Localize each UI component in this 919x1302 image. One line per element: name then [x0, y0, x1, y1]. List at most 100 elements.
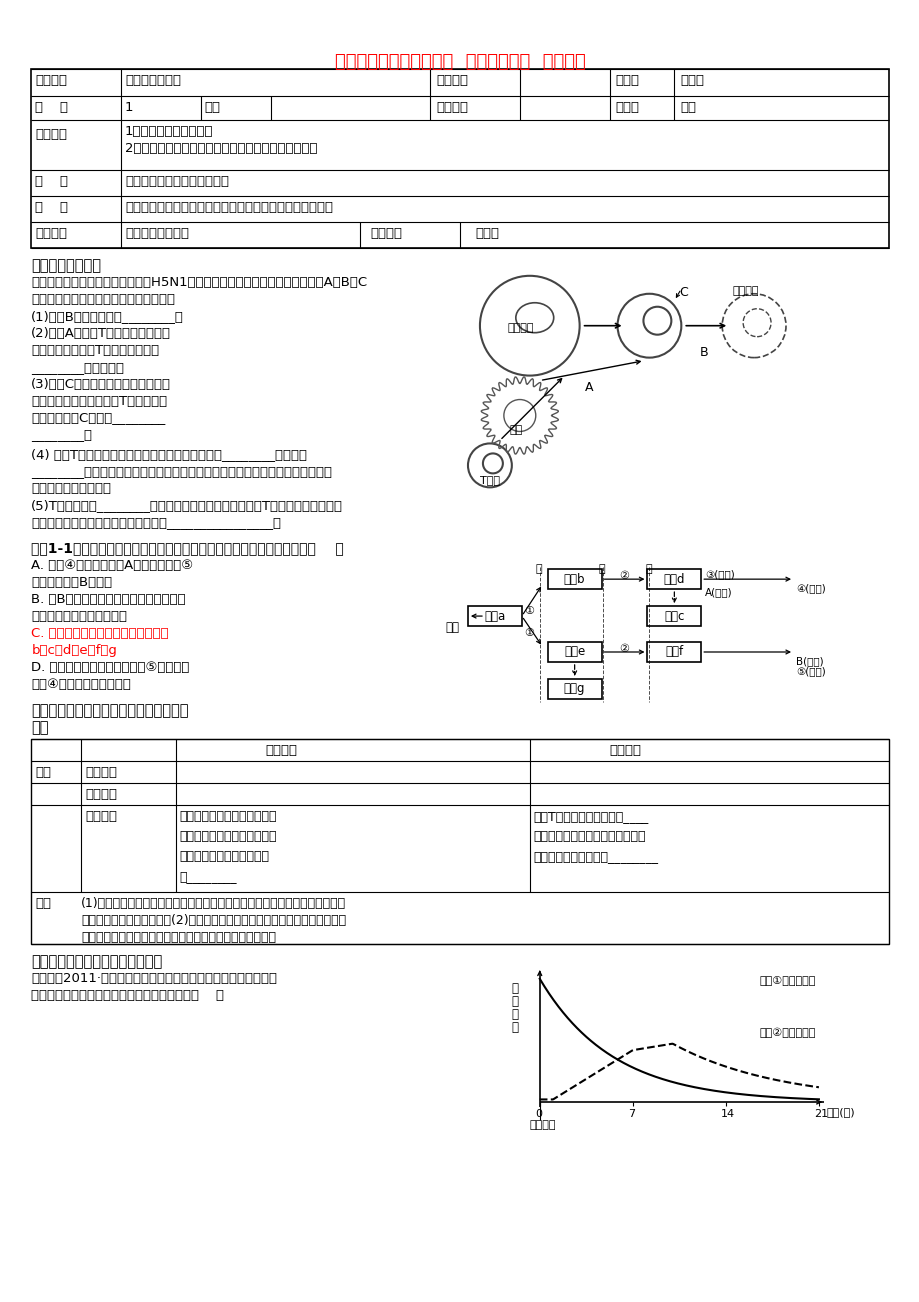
Text: 破坏宿主细胞的能力。: 破坏宿主细胞的能力。 [31, 482, 111, 495]
Text: 内质网、高尔基体、线粒体: 内质网、高尔基体、线粒体 [31, 611, 127, 624]
Text: 理解免疫系统的防卫功能。分析体液免疫和细胞免疫的过程: 理解免疫系统的防卫功能。分析体液免疫和细胞免疫的过程 [125, 201, 333, 214]
Text: 或________: 或________ [179, 870, 237, 883]
Text: 刘宏: 刘宏 [679, 102, 696, 115]
Text: 14: 14 [720, 1109, 734, 1118]
Text: 作用对象: 作用对象 [85, 766, 117, 779]
Text: 胞的黏附，使病菌或病毒失去: 胞的黏附，使病菌或病毒失去 [179, 829, 277, 842]
Text: D. 病毒入侵人体时往往先通过⑤免疫，再: D. 病毒入侵人体时往往先通过⑤免疫，再 [31, 661, 189, 674]
Text: 联系: 联系 [31, 720, 49, 734]
Text: ①: ① [523, 628, 533, 638]
Text: 抗原: 抗原 [445, 621, 459, 634]
Text: 0: 0 [534, 1109, 541, 1118]
Text: 抑制病菌的繁殖或是对宿主细: 抑制病菌的繁殖或是对宿主细 [179, 810, 277, 823]
FancyBboxPatch shape [647, 607, 700, 626]
Text: ①: ① [523, 607, 533, 616]
Text: ________。: ________。 [31, 428, 92, 441]
Text: 审核人: 审核人 [615, 102, 639, 115]
Text: ③(作用): ③(作用) [705, 569, 734, 579]
Text: 过细胞免疫予以彻底消灭；(2)细胞免疫作用使靶细胞裂解、死亡，抗原暴露，: 过细胞免疫予以彻底消灭；(2)细胞免疫作用使靶细胞裂解、死亡，抗原暴露， [81, 914, 346, 927]
Text: 例二、（2011·杭州期中质检）如图中的曲线显示了两种使人体获: 例二、（2011·杭州期中质检）如图中的曲线显示了两种使人体获 [31, 973, 277, 986]
Text: ________调节机制。: ________调节机制。 [31, 361, 124, 374]
FancyBboxPatch shape [647, 642, 700, 661]
Circle shape [482, 453, 503, 474]
FancyBboxPatch shape [547, 642, 601, 661]
Text: B(物质): B(物质) [795, 656, 823, 667]
Text: 教学方法: 教学方法 [35, 227, 67, 240]
Text: 细胞b: 细胞b [563, 573, 584, 586]
Text: 复习课: 复习课 [474, 227, 498, 240]
Bar [31, 738, 888, 944]
Text: 一: 一 [535, 564, 542, 574]
Text: 三: 三 [645, 564, 652, 574]
Text: 使用时间: 使用时间 [436, 102, 468, 115]
Text: 体液免疫: 体液免疫 [266, 743, 297, 756]
Ellipse shape [516, 303, 553, 333]
Text: A. 图中④为细胞免疫，A为淋巴因子；⑤: A. 图中④为细胞免疫，A为淋巴因子；⑤ [31, 559, 193, 572]
Text: 体: 体 [511, 995, 518, 1008]
Text: 细胞g: 细胞g [563, 682, 584, 695]
Text: 重    点: 重 点 [35, 174, 68, 187]
Bar [31, 69, 888, 247]
Text: 合作探究：体液免疫与细胞免疫的区别与: 合作探究：体液免疫与细胞免疫的区别与 [31, 703, 188, 717]
Text: 难    点: 难 点 [35, 201, 68, 214]
Text: 21: 21 [813, 1109, 827, 1118]
Text: C. 图中能特异性识别抗原的细胞有：: C. 图中能特异性识别抗原的细胞有： [31, 628, 169, 641]
Text: 中除具有图示增殖分化的功能外，还能________________。: 中除具有图示增殖分化的功能外，还能________________。 [31, 517, 281, 530]
Text: 细胞解体: 细胞解体 [732, 285, 758, 296]
Text: 单秀丽: 单秀丽 [679, 74, 704, 87]
Text: 容性抗原结合，而被效应T细胞识别，: 容性抗原结合，而被效应T细胞识别， [31, 395, 167, 408]
Text: ②: ② [618, 644, 629, 654]
FancyBboxPatch shape [547, 569, 601, 589]
Text: 7: 7 [627, 1109, 634, 1118]
Circle shape [617, 294, 681, 358]
Text: 二、免疫功能的失调及免疫学应用: 二、免疫功能的失调及免疫学应用 [31, 954, 163, 970]
Text: 免疫系统组成及体液免疫过程: 免疫系统组成及体液免疫过程 [125, 174, 229, 187]
Text: 水: 水 [511, 1008, 518, 1021]
Text: 合作探究讲练结合: 合作探究讲练结合 [125, 227, 188, 240]
FancyBboxPatch shape [468, 607, 521, 626]
Text: 上课序号: 上课序号 [436, 74, 468, 87]
Text: 1、简述细胞免疫过程。: 1、简述细胞免疫过程。 [125, 125, 213, 138]
FancyBboxPatch shape [647, 569, 700, 589]
Text: 二: 二 [598, 564, 605, 574]
Text: 课堂类型: 课堂类型 [369, 227, 402, 240]
Text: 编写人: 编写人 [615, 74, 639, 87]
Text: 平: 平 [511, 1021, 518, 1034]
Text: 1: 1 [125, 102, 133, 115]
Text: (4) 效应T细胞与靶细胞密切接触，激活靶细胞内的________，并使其: (4) 效应T细胞与靶细胞密切接触，激活靶细胞内的________，并使其 [31, 448, 307, 461]
Circle shape [721, 294, 785, 358]
Text: 宿主细胞中的C来源是________: 宿主细胞中的C来源是________ [31, 411, 165, 424]
Circle shape [504, 400, 535, 431]
Text: C: C [678, 285, 687, 298]
Text: 细胞c: 细胞c [664, 609, 684, 622]
Text: 效应T细胞激活靶细胞内的____: 效应T细胞激活靶细胞内的____ [533, 810, 648, 823]
Text: 宿主细胞: 宿主细胞 [507, 323, 534, 333]
Text: 2、免疫系统的防卫功能及关注爱滋病的流行和预防。: 2、免疫系统的防卫功能及关注爱滋病的流行和预防。 [125, 142, 317, 155]
Text: A: A [584, 380, 593, 393]
Text: 班级: 班级 [205, 102, 221, 115]
Text: ________发生改变，最终裂解死亡，释放出的病毒与抗体结合后，将失去侵染和: ________发生改变，最终裂解死亡，释放出的病毒与抗体结合后，将失去侵染和 [31, 465, 332, 478]
Text: 例一、下图是高致病型禽流感病毒H5N1侵入人体后发生免疫反应的图解，图中A、B、C: 例一、下图是高致病型禽流感病毒H5N1侵入人体后发生免疫反应的图解，图中A、B、… [31, 276, 367, 289]
Text: 通过④免疫，才能消灭抗原: 通过④免疫，才能消灭抗原 [31, 678, 131, 691]
Text: 细胞a: 细胞a [483, 609, 505, 622]
Text: ④(免疫): ④(免疫) [795, 583, 825, 594]
Text: 免疫调节（二）: 免疫调节（二） [125, 74, 181, 87]
Circle shape [480, 276, 579, 375]
Text: (3)物质C能与宿主细胞表面的组织相: (3)物质C能与宿主细胞表面的组织相 [31, 378, 171, 391]
Text: A(物质): A(物质) [705, 587, 732, 598]
Text: 作用方式: 作用方式 [85, 788, 117, 801]
Text: ⑤(免疫): ⑤(免疫) [795, 665, 825, 676]
Text: 变式1-1、如图表示人体的特异性免疫过程，依据此图，叙述不正确的是（    ）: 变式1-1、如图表示人体的特异性免疫过程，依据此图，叙述不正确的是（ ） [31, 542, 344, 555]
Text: (1)物质B的化学本质是________。: (1)物质B的化学本质是________。 [31, 310, 184, 323]
Text: 使靶细胞通透性改变，渗透压发生: 使靶细胞通透性改变，渗透压发生 [533, 829, 645, 842]
Text: 抗: 抗 [511, 982, 518, 995]
Text: 得免疫力的方法。据此判断下列说法正确的是（    ）: 得免疫力的方法。据此判断下列说法正确的是（ ） [31, 990, 224, 1003]
Circle shape [642, 307, 671, 335]
Text: 时间(日): 时间(日) [826, 1107, 855, 1117]
Text: 方法②：注射抗原: 方法②：注射抗原 [758, 1027, 814, 1038]
Text: 注射时间: 注射时间 [529, 1120, 556, 1130]
Text: B: B [698, 345, 707, 358]
Text: 导生成更多的效应T细胞，这是一种: 导生成更多的效应T细胞，这是一种 [31, 344, 159, 357]
Text: (2)物质A由效应T细胞分泌，又能诱: (2)物质A由效应T细胞分泌，又能诱 [31, 327, 171, 340]
Text: 细胞f: 细胞f [664, 646, 683, 659]
